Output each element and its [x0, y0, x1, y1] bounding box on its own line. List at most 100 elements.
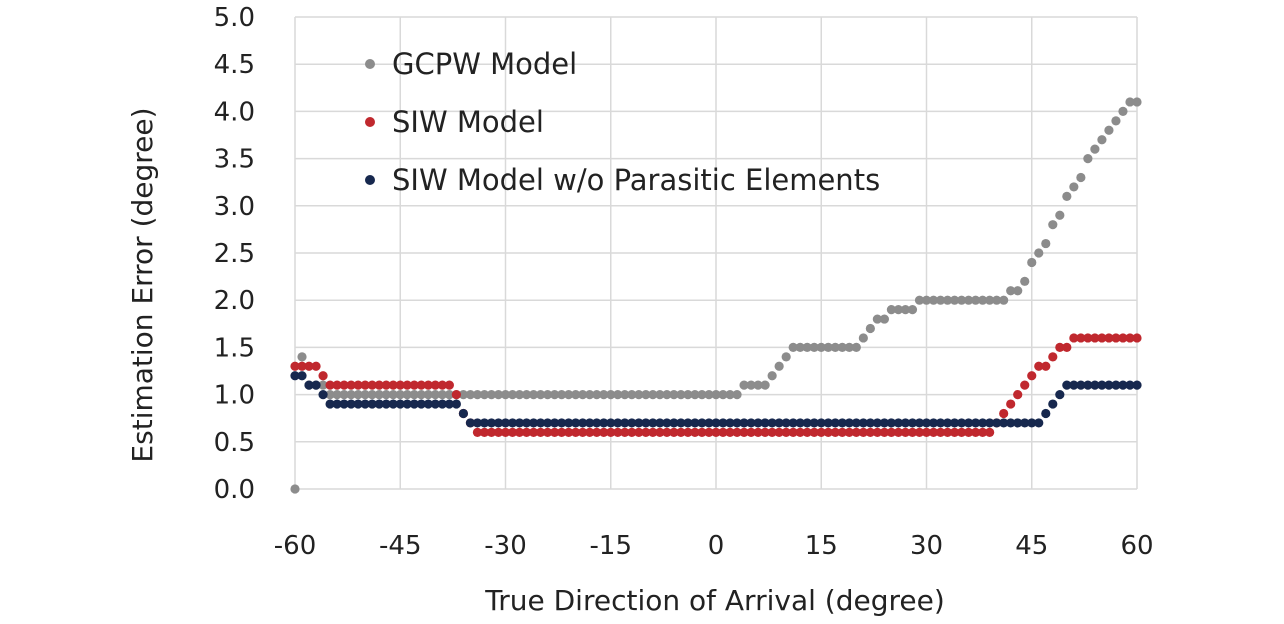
data-point — [599, 427, 609, 437]
data-point — [837, 427, 847, 437]
data-point — [1006, 418, 1016, 428]
data-point — [613, 390, 623, 400]
data-point — [718, 390, 728, 400]
data-point — [865, 418, 875, 428]
data-point — [430, 390, 440, 400]
data-point — [1104, 380, 1114, 390]
data-point — [999, 418, 1009, 428]
data-point — [290, 371, 300, 381]
data-point — [325, 390, 335, 400]
data-point — [486, 418, 497, 428]
data-point — [928, 427, 939, 437]
data-point — [1055, 390, 1065, 400]
data-point — [290, 361, 300, 371]
data-point — [304, 380, 314, 390]
data-point — [479, 418, 490, 428]
data-point — [985, 418, 995, 428]
data-point — [830, 342, 840, 352]
data-point — [809, 342, 819, 352]
data-point — [662, 390, 672, 400]
data-point — [1048, 399, 1058, 409]
data-point — [339, 380, 349, 390]
data-point — [381, 380, 391, 390]
data-point — [578, 418, 588, 428]
x-tick-label: 60 — [1120, 531, 1153, 561]
data-point — [571, 390, 581, 400]
data-point — [676, 427, 686, 437]
data-point — [1125, 380, 1135, 390]
data-point — [550, 418, 560, 428]
data-point — [578, 390, 588, 400]
data-point — [1076, 380, 1086, 390]
data-point — [388, 390, 398, 400]
data-point — [1097, 380, 1107, 390]
data-point — [641, 427, 651, 437]
data-point — [774, 418, 784, 428]
data-point — [1090, 333, 1100, 343]
data-point — [521, 427, 532, 437]
y-tick-label: 4.0 — [214, 97, 255, 127]
data-point — [718, 418, 728, 428]
data-point — [444, 380, 454, 390]
x-axis-ticks: -60 -45 -30 -15 0 15 30 45 60 — [274, 531, 1154, 561]
data-point — [367, 380, 377, 390]
data-point — [851, 427, 861, 437]
data-point — [479, 390, 490, 400]
data-point — [1090, 144, 1100, 154]
data-point — [514, 427, 525, 437]
data-point — [711, 418, 721, 428]
data-point — [788, 427, 798, 437]
y-tick-label: 3.5 — [214, 145, 255, 175]
data-point — [1111, 116, 1121, 126]
data-point — [1055, 342, 1065, 352]
data-point — [311, 361, 321, 371]
data-point — [1076, 333, 1086, 343]
data-point — [325, 399, 335, 409]
data-point — [949, 418, 960, 428]
data-point — [767, 427, 777, 437]
data-point — [1034, 361, 1044, 371]
data-point — [613, 418, 623, 428]
data-point — [1013, 286, 1023, 296]
data-point — [690, 390, 700, 400]
y-axis-title: Estimation Error (degree) — [126, 107, 159, 462]
x-tick-label: 30 — [910, 531, 943, 561]
data-point — [739, 380, 749, 390]
data-point — [837, 342, 847, 352]
data-point — [571, 418, 581, 428]
data-point — [914, 427, 925, 437]
data-point — [409, 380, 419, 390]
data-point — [634, 427, 644, 437]
data-point — [823, 342, 833, 352]
data-point — [942, 295, 953, 305]
data-point — [753, 418, 763, 428]
data-point — [514, 418, 525, 428]
x-tick-label: 15 — [805, 531, 838, 561]
data-point — [409, 390, 419, 400]
data-point — [858, 333, 868, 343]
data-point — [606, 390, 616, 400]
data-point — [641, 390, 651, 400]
data-point — [648, 418, 658, 428]
data-point — [332, 390, 342, 400]
data-point — [760, 418, 770, 428]
data-point — [395, 399, 405, 409]
data-point — [374, 399, 384, 409]
data-point — [781, 352, 791, 362]
data-point — [458, 408, 468, 419]
x-tick-label: -60 — [274, 531, 316, 561]
data-point — [360, 390, 370, 400]
data-point — [971, 295, 981, 305]
data-point — [978, 418, 988, 428]
data-point — [353, 380, 363, 390]
data-point — [627, 427, 637, 437]
data-point — [956, 427, 967, 437]
data-point — [1118, 106, 1128, 116]
data-point — [935, 418, 946, 428]
data-point — [893, 305, 904, 315]
data-point — [465, 418, 476, 428]
data-point — [999, 408, 1009, 419]
data-point — [669, 427, 679, 437]
data-point — [1027, 371, 1037, 381]
data-point — [346, 380, 356, 390]
